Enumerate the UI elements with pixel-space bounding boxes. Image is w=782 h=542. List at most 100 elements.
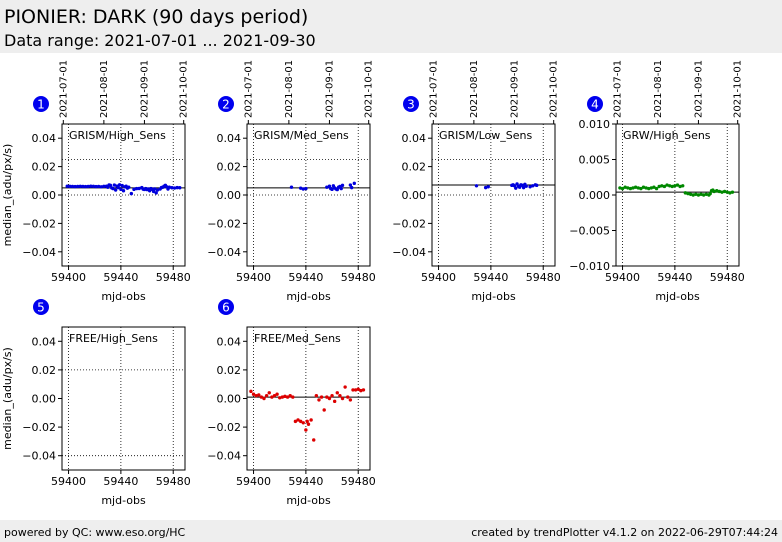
data-point: [120, 183, 124, 188]
y-tick-label: −0.02: [392, 217, 426, 230]
panel-number: 6: [222, 301, 230, 315]
plot-frame: [615, 123, 740, 267]
data-point: [117, 183, 122, 187]
data-point: [121, 189, 126, 193]
data-point: [688, 192, 693, 196]
series-label: FREE/Med_Sens: [254, 332, 341, 345]
y-tick-label: −0.02: [207, 421, 241, 434]
data-point: [359, 388, 363, 393]
data-point: [521, 185, 526, 190]
x-tick-label: 59440: [288, 271, 323, 284]
report-footer: powered by QC: www.eso.org/HC created by…: [0, 520, 782, 542]
y-tick-label: 0.02: [32, 364, 57, 377]
date-tick-label: 2021-08-01: [284, 60, 295, 118]
data-point: [293, 419, 298, 424]
x-tick-label: 59400: [236, 475, 271, 488]
y-axis-label: median_(adu/px/s): [1, 144, 14, 247]
data-point: [691, 193, 695, 197]
y-tick-label: 0.02: [402, 161, 427, 174]
series-label: GRISM/Low_Sens: [439, 129, 532, 142]
x-axis-label: mjd-obs: [286, 494, 331, 507]
date-tick-label: 2021-10-01: [549, 60, 560, 118]
data-point: [167, 185, 171, 189]
y-tick-label: 0.010: [579, 118, 611, 131]
data-point: [628, 186, 633, 191]
panel-number-badge: [587, 96, 603, 112]
report-header: PIONIER: DARK (90 days period) Data rang…: [0, 0, 782, 53]
x-tick-label: 59400: [236, 271, 271, 284]
date-tick-label: 2021-09-01: [693, 60, 704, 118]
data-point: [647, 186, 651, 191]
data-point: [618, 186, 622, 190]
x-tick-label: 59440: [657, 271, 692, 284]
x-tick-label: 59480: [156, 475, 191, 488]
data-point: [137, 186, 141, 191]
data-point: [340, 396, 345, 401]
date-tick-label: 2021-09-01: [139, 60, 150, 118]
data-point: [340, 183, 345, 188]
x-tick-label: 59440: [103, 271, 138, 284]
data-point: [172, 186, 177, 190]
data-point: [673, 184, 677, 188]
data-point: [78, 184, 83, 189]
y-tick-label: −0.02: [207, 217, 241, 230]
data-point: [264, 393, 269, 398]
series-label: GRW/High_Sens: [623, 129, 711, 142]
data-point: [86, 184, 90, 189]
data-point: [317, 398, 321, 402]
data-point: [351, 388, 355, 392]
data-point: [91, 184, 96, 189]
panel-number-badge: [33, 299, 49, 315]
data-point: [154, 191, 158, 195]
data-point: [712, 189, 716, 194]
data-point: [686, 191, 690, 196]
data-point: [155, 188, 160, 192]
data-point: [717, 189, 722, 194]
y-tick-label: 0.04: [32, 335, 57, 348]
data-point: [249, 389, 253, 394]
y-tick-label: 0.00: [32, 189, 57, 202]
data-point: [178, 186, 182, 190]
data-point: [644, 186, 648, 190]
data-point: [534, 183, 539, 188]
data-point: [83, 184, 88, 189]
data-point: [514, 186, 518, 190]
x-axis-label: mjd-obs: [101, 494, 146, 507]
data-point: [289, 185, 294, 189]
data-point: [259, 395, 264, 399]
x-axis-label: mjd-obs: [286, 290, 331, 303]
data-point: [694, 192, 698, 196]
data-point: [722, 189, 727, 194]
data-point: [715, 189, 719, 193]
panel-number: 1: [37, 98, 45, 112]
data-point: [348, 398, 353, 402]
data-point: [626, 186, 630, 190]
series-label: GRISM/High_Sens: [69, 129, 166, 142]
data-point: [678, 184, 682, 189]
data-point: [272, 393, 277, 398]
x-tick-label: 59440: [473, 271, 508, 284]
date-tick-label: 2021-07-01: [58, 60, 69, 118]
y-tick-label: 0.04: [217, 132, 242, 145]
data-point: [631, 186, 635, 190]
data-point: [524, 184, 528, 188]
data-point: [283, 394, 287, 399]
chart-panel-6: 59400 59440 59480 −0.04 −0.02 0.00 0.02 0.04 FRE…: [207, 299, 376, 507]
data-point: [76, 184, 80, 189]
footer-powered-by: powered by QC: www.eso.org/HC: [4, 526, 186, 539]
report-title: PIONIER: DARK (90 days period): [4, 6, 309, 28]
data-point: [335, 391, 339, 395]
data-point: [327, 396, 332, 401]
y-tick-label: 0.000: [579, 189, 611, 202]
y-tick-label: 0.00: [217, 189, 242, 202]
data-point: [81, 184, 85, 189]
data-point: [330, 187, 334, 192]
x-axis-label: mjd-obs: [471, 290, 516, 303]
data-point: [170, 186, 174, 190]
y-tick-label: 0.02: [32, 161, 57, 174]
data-point: [127, 185, 131, 189]
date-tick-label: 2021-08-01: [99, 60, 110, 118]
x-tick-label: 59440: [288, 475, 323, 488]
data-point: [730, 190, 735, 194]
